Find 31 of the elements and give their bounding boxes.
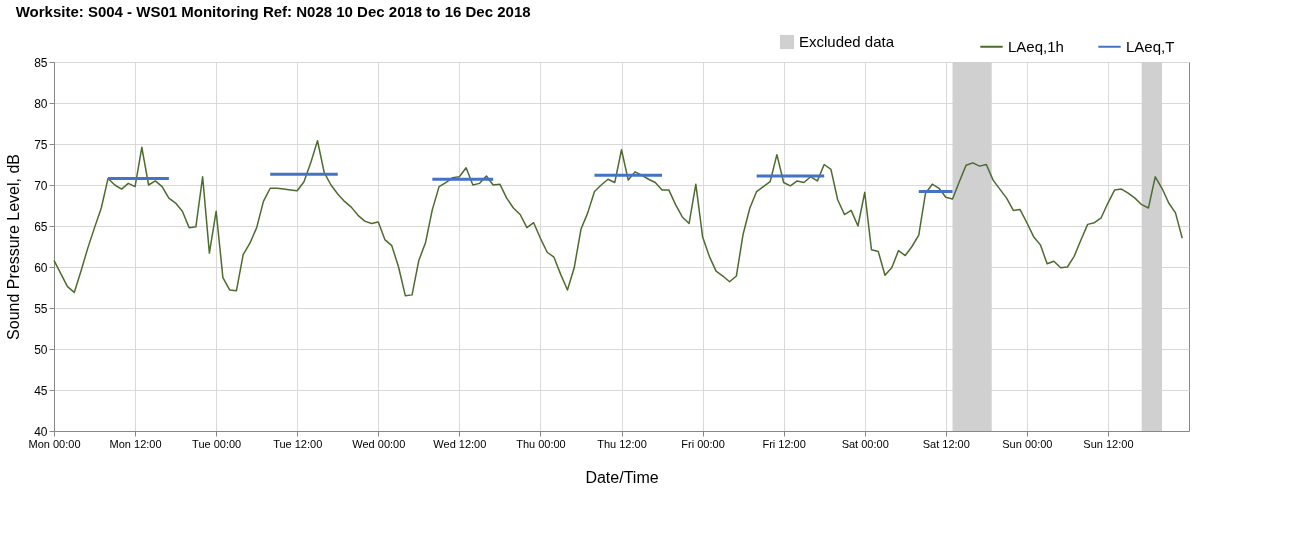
y-tick-label: 80: [34, 96, 48, 111]
y-tick-label: 50: [34, 342, 48, 357]
y-tick-label: 75: [34, 137, 48, 152]
x-tick-label: Sun 12:00: [1083, 437, 1134, 450]
legend-label: Excluded data: [799, 33, 895, 50]
x-tick-label: Wed 12:00: [433, 437, 487, 450]
y-tick-label: 85: [34, 55, 48, 70]
y-tick-label: 45: [34, 383, 48, 398]
y-tick-label: 60: [34, 260, 48, 275]
x-tick-label: Mon 12:00: [109, 437, 162, 450]
x-tick-label: Thu 12:00: [597, 437, 647, 450]
x-tick-label: Mon 00:00: [28, 437, 81, 450]
y-axis-title: Sound Pressure Level, dB: [5, 154, 23, 340]
x-tick-label: Tue 00:00: [192, 437, 242, 450]
y-tick-label: 55: [34, 301, 48, 316]
legend-label: LAeq,T: [1126, 37, 1175, 55]
line-series: [53, 139, 1183, 297]
x-tick-label: Fri 12:00: [762, 437, 806, 450]
x-tick-label: Tue 12:00: [273, 437, 323, 450]
y-tick-label: 40: [34, 424, 48, 439]
legend-label: LAeq,1h: [1008, 37, 1064, 55]
chart-title: Worksite: S004 - WS01 Monitoring Ref: N028 10 Dec 2018 to 16 Dec 2018: [15, 3, 531, 20]
x-tick-label: Wed 00:00: [352, 437, 406, 450]
y-tick-label: 65: [34, 219, 48, 234]
x-tick-label: Sat 12:00: [922, 437, 970, 450]
x-tick-label: Sun 00:00: [1002, 437, 1053, 450]
x-tick-label: Fri 00:00: [681, 437, 725, 450]
x-axis-title: Date/Time: [585, 468, 659, 486]
x-tick-label: Thu 00:00: [516, 437, 566, 450]
y-tick-label: 70: [34, 178, 48, 193]
x-tick-label: Sat 00:00: [841, 437, 889, 450]
